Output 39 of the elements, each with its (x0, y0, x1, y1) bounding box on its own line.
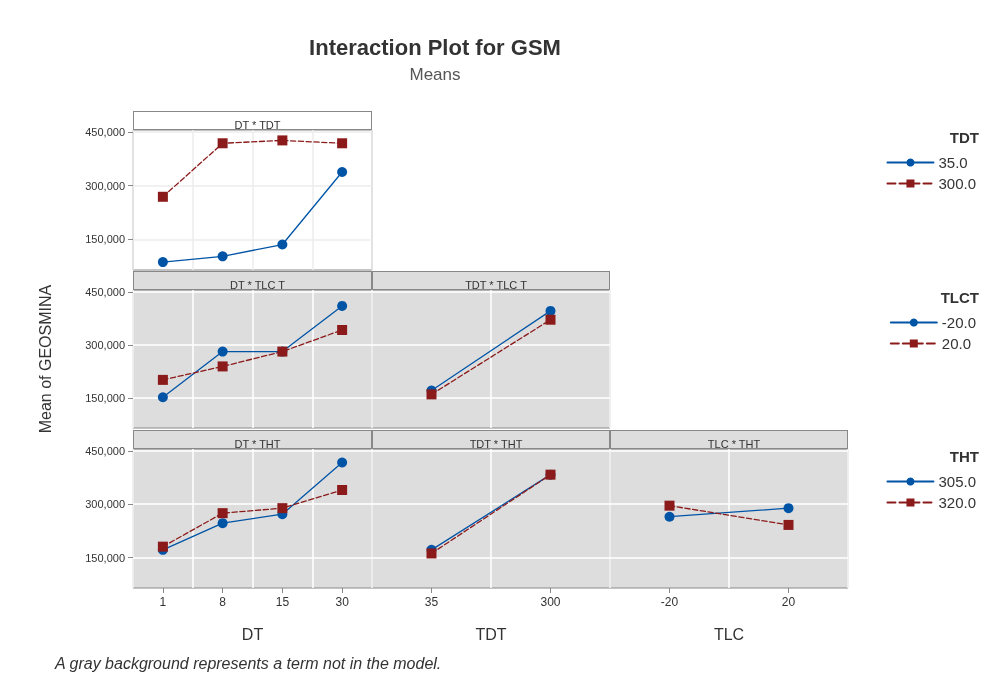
x-tick-label: -20 (660, 595, 679, 609)
legend-title: THT (949, 448, 979, 465)
legend-label: 320.0 (938, 494, 977, 511)
x-axis-title: DT (241, 625, 264, 643)
x-tick-label: 35 (424, 595, 439, 609)
legend-label: 35.0 (938, 154, 968, 171)
chart-title: DT * THT (234, 437, 281, 450)
y-tick-label: 300,000 (85, 338, 125, 351)
y-tick-label: 150,000 (85, 233, 125, 246)
y-tick-label: 450,000 (85, 285, 125, 298)
legend-label: 305.0 (938, 473, 977, 490)
x-tick-label: 15 (275, 595, 290, 609)
chart-title: DT * TDT (234, 118, 281, 131)
chart-title: TDT * THT (469, 437, 523, 450)
legend-label: -20.0 (941, 314, 977, 331)
y-axis-title: Mean of GEOSMINA (36, 284, 54, 434)
y-tick-label: 450,000 (85, 444, 125, 457)
chart-title: DT * TLC T (229, 278, 286, 291)
chart-title: TLC * THT (707, 437, 761, 450)
legend-label: 20.0 (941, 335, 972, 352)
y-tick-label: 450,000 (85, 125, 125, 138)
x-axis-title: TLC (713, 625, 745, 643)
legend-title: TLCT (940, 289, 979, 306)
y-tick-label: 150,000 (85, 551, 125, 564)
x-tick-label: 1 (159, 595, 167, 609)
x-tick-label: 20 (781, 595, 796, 609)
text: Interaction Plot for GSM (309, 34, 561, 60)
y-tick-label: 300,000 (85, 498, 125, 511)
x-tick-label: 30 (335, 595, 350, 609)
x-axis-title: TDT (475, 625, 507, 643)
x-tick-label: 300 (540, 595, 561, 609)
chart-title: TDT * TLC T (465, 278, 528, 291)
y-tick-label: 300,000 (85, 179, 125, 192)
legend-title: TDT (949, 129, 979, 146)
y-tick-label: 150,000 (85, 391, 125, 404)
x-tick-label: 8 (219, 595, 227, 609)
legend-label: 300.0 (938, 175, 977, 192)
text: Means (409, 65, 461, 84)
text: A gray background represents a term not in the model. (54, 654, 442, 672)
